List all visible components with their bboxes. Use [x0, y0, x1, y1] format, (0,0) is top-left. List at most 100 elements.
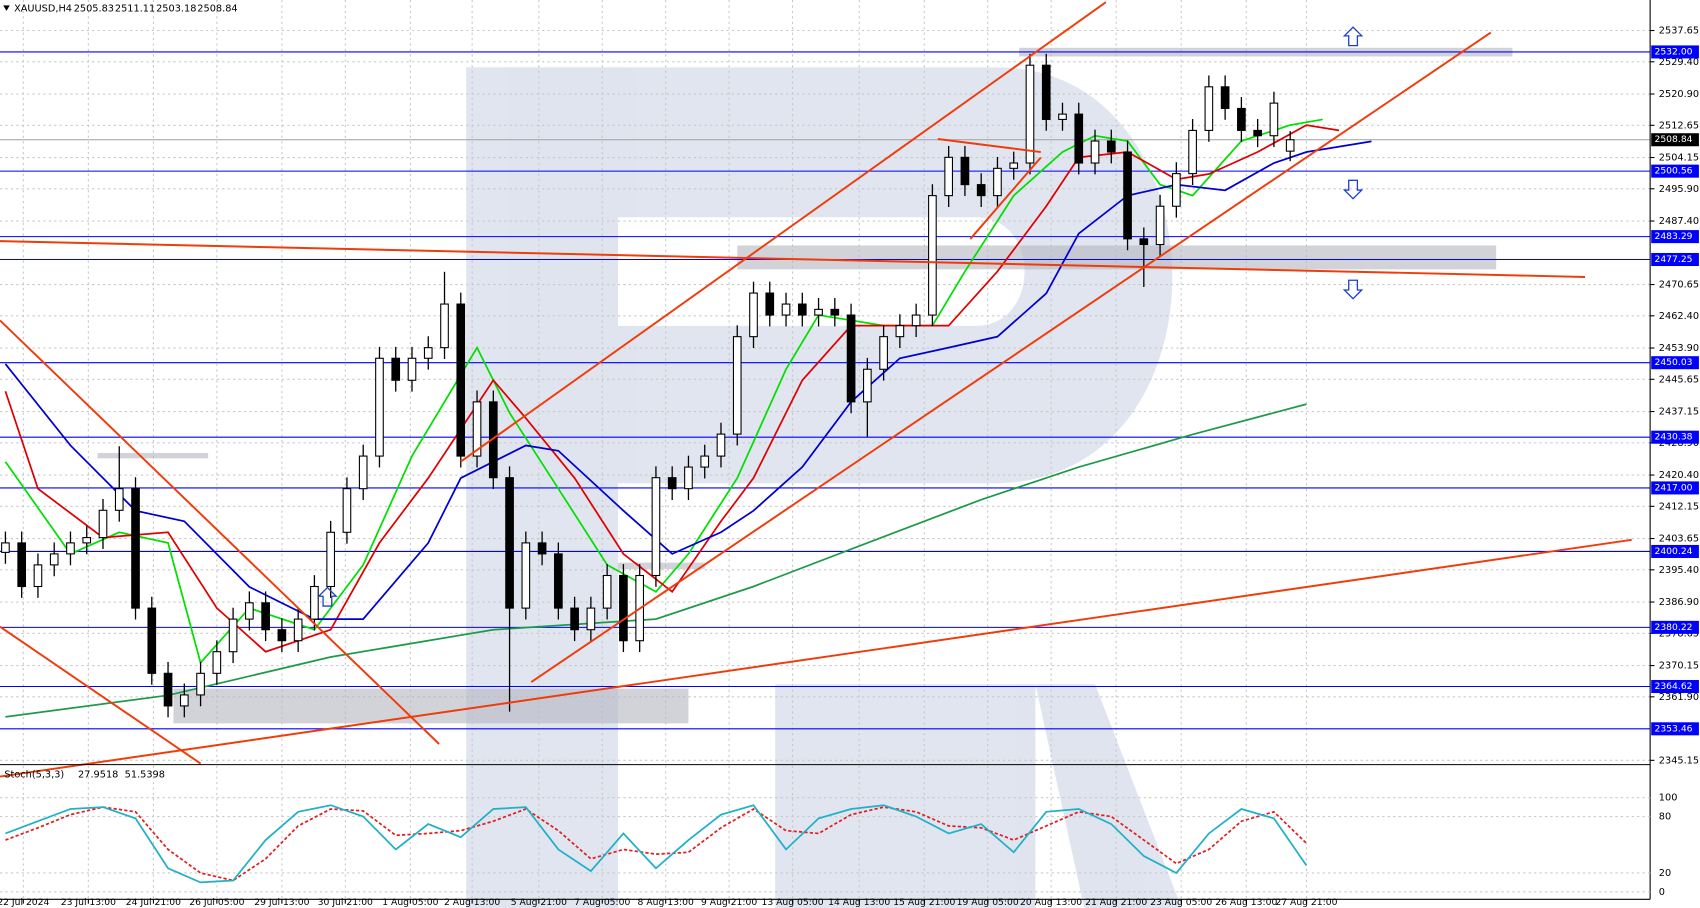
- stoch-main-value: 27.9518: [78, 769, 118, 780]
- candle-body: [846, 314, 856, 403]
- moving-average: [4, 118, 1323, 665]
- candle-body: [196, 672, 205, 696]
- candle-body: [1188, 129, 1197, 175]
- candle-body: [1025, 64, 1035, 164]
- candle-body: [147, 607, 157, 674]
- candle-body: [1, 542, 10, 553]
- y-tick-label: 2512.65: [1659, 120, 1699, 131]
- levels: [0, 51, 1651, 730]
- header-close: 2508.84: [197, 4, 237, 15]
- moving-averages: [4, 118, 1372, 718]
- candle-body: [911, 314, 921, 327]
- candle-body: [716, 433, 726, 457]
- candle-body: [537, 542, 547, 555]
- candle-body: [830, 308, 840, 316]
- candle-body: [928, 195, 937, 316]
- level-label: 2417.00: [1654, 482, 1692, 493]
- x-tick-label: 29 Jul 13:00: [254, 897, 309, 908]
- stoch-tick-label: 20: [1659, 868, 1671, 879]
- x-tick-label: 26 Jul 05:00: [189, 897, 244, 908]
- current-price-tag: [1651, 133, 1699, 147]
- candle-body: [895, 325, 905, 338]
- candle-body: [440, 303, 449, 349]
- candle-body: [1220, 86, 1230, 109]
- candle-body: [1041, 64, 1051, 120]
- candle-body: [684, 466, 693, 490]
- candle-body: [277, 629, 287, 642]
- candle-body: [1123, 151, 1132, 240]
- candle-body: [293, 618, 303, 642]
- candle-body: [1155, 205, 1165, 246]
- candle-body: [993, 167, 1002, 197]
- x-tick-label: 7 Aug 05:00: [574, 897, 630, 908]
- candle-body: [228, 618, 238, 653]
- x-tick-label: 1 Aug 05:00: [382, 897, 438, 908]
- y-tick-label: 2462.40: [1659, 311, 1699, 322]
- stoch-signal-value: 51.5398: [125, 769, 165, 780]
- arrows: [317, 26, 1364, 607]
- y-tick-label: 2345.15: [1659, 755, 1699, 766]
- x-tick-label: 20 Aug 13:00: [1020, 897, 1082, 908]
- moving-average: [4, 124, 1340, 653]
- header-low: 2503.18: [156, 4, 196, 15]
- y-tick-label: 2537.65: [1659, 26, 1699, 37]
- x-tick-label: 26 Aug 13:00: [1215, 897, 1277, 908]
- x-tick-label: 24 Jul 21:00: [126, 897, 181, 908]
- candle-body: [765, 292, 775, 316]
- candle-body: [131, 488, 140, 609]
- candle-body: [944, 156, 953, 197]
- x-tick-label: 2 Aug 13:00: [444, 897, 500, 908]
- level-label: 2450.03: [1654, 357, 1692, 368]
- candle-body: [554, 553, 563, 609]
- candle-body: [423, 347, 433, 359]
- x-tick-label: 27 Aug 21:00: [1275, 897, 1337, 908]
- y-tick-label: 2412.15: [1659, 501, 1699, 512]
- candle-body: [1204, 86, 1214, 131]
- candle-body: [960, 156, 970, 186]
- y-tick-label: 2529.40: [1659, 57, 1699, 68]
- level-tag: [1651, 164, 1699, 178]
- level-label: 2483.29: [1654, 231, 1692, 242]
- stoch-tick-label: 80: [1659, 812, 1671, 823]
- y-tick-label: 2520.90: [1659, 89, 1699, 100]
- candle-body: [667, 477, 677, 490]
- x-tick-label: 22 Jul 2024: [0, 897, 50, 908]
- y-tick-label: 2437.15: [1659, 407, 1699, 418]
- stoch-main: [5, 804, 1308, 884]
- candle-body: [1009, 162, 1019, 169]
- level-tag: [1651, 620, 1699, 634]
- candle-body: [1237, 107, 1246, 131]
- x-tick-label: 19 Aug 05:00: [957, 897, 1019, 908]
- candle-body: [261, 602, 270, 631]
- stoch-tick-label: 0: [1659, 887, 1665, 898]
- level-tag: [1651, 356, 1699, 370]
- x-tick-label: 9 Aug 21:00: [701, 897, 757, 908]
- candle-body: [1058, 113, 1067, 120]
- candle-body: [358, 455, 368, 490]
- level-tag: [1651, 722, 1699, 736]
- x-tick-label: 14 Aug 13:00: [828, 897, 890, 908]
- x-tick-label: 15 Aug 21:00: [893, 897, 955, 908]
- candle-body: [814, 308, 823, 316]
- x-tick-label: 5 Aug 21:00: [511, 897, 567, 908]
- candle-body: [879, 336, 888, 370]
- x-tick-label: 30 Jul 21:00: [318, 897, 373, 908]
- candle-body: [1269, 102, 1279, 137]
- candles: [1, 53, 1295, 718]
- candle-body: [781, 303, 791, 316]
- candle-body: [212, 651, 222, 674]
- candle-body: [1106, 140, 1116, 153]
- level-label: 2430.38: [1654, 432, 1692, 443]
- candle-body: [407, 357, 417, 381]
- candle-body: [976, 184, 986, 197]
- candle-body: [1285, 139, 1295, 152]
- grid: [0, 0, 1651, 900]
- candle-body: [163, 672, 173, 707]
- candle-body: [472, 401, 482, 457]
- candle-body: [33, 564, 43, 588]
- x-tick-label: 23 Aug 05:00: [1150, 897, 1212, 908]
- level-tag: [1651, 230, 1699, 244]
- candle-body: [619, 574, 628, 642]
- candle-body: [17, 542, 27, 588]
